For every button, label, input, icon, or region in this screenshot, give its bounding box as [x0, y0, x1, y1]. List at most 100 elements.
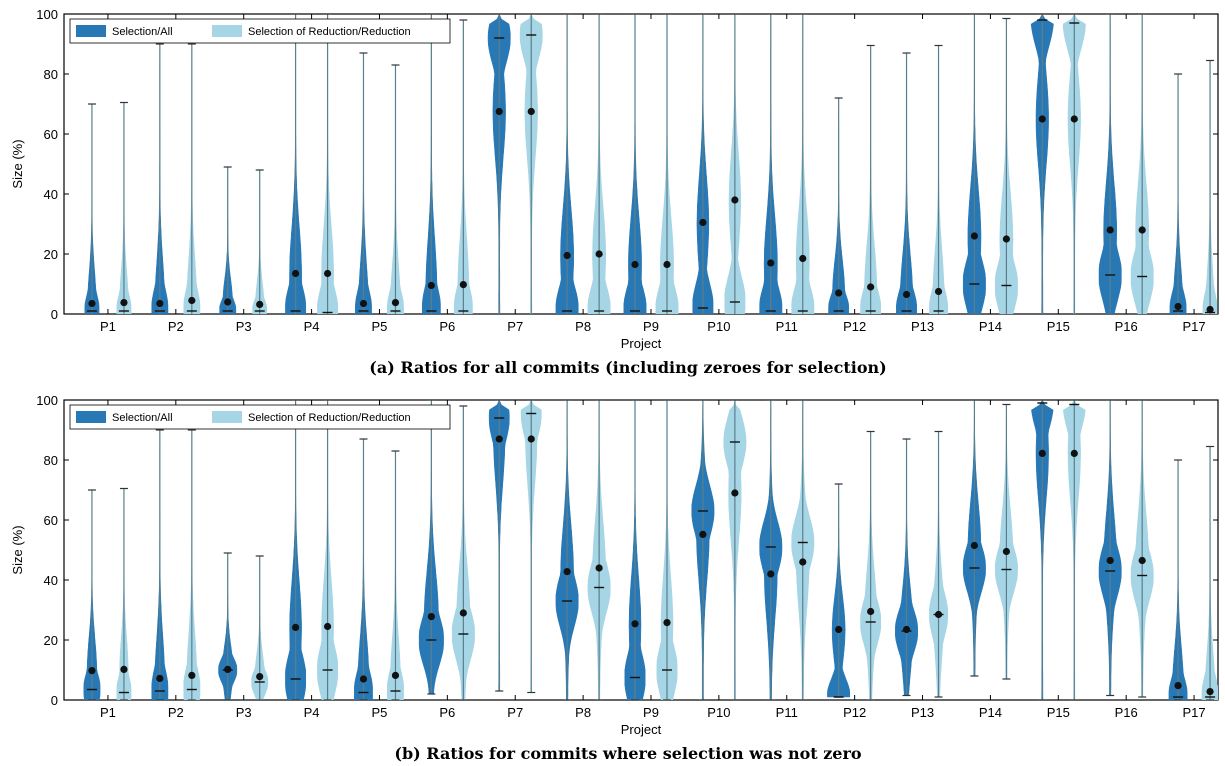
violin-mean-dot [156, 674, 164, 683]
violin-mean-dot [595, 250, 603, 258]
y-tick-label: 80 [44, 67, 58, 82]
x-tick-label: P2 [168, 705, 184, 720]
x-tick-label: P10 [707, 705, 730, 720]
x-tick-label: P1 [100, 705, 116, 720]
violin-mean-dot [459, 609, 467, 617]
violin-mean-dot [595, 564, 603, 572]
x-tick-label: P1 [100, 319, 116, 334]
violin-mean-dot [291, 623, 300, 632]
legend-label-reduction: Selection of Reduction/Reduction [248, 412, 411, 424]
violin-mean-dot [1038, 449, 1046, 457]
violin-mean-dot [391, 299, 400, 307]
violin-mean-dot [631, 260, 639, 269]
violin-mean-dot [767, 259, 775, 267]
violin-mean-dot [902, 290, 911, 299]
violin-mean-dot [427, 613, 435, 621]
violin-mean-dot [663, 619, 671, 627]
y-tick-label: 80 [44, 453, 58, 468]
x-tick-label: P16 [1115, 319, 1138, 334]
violin-mean-dot [731, 489, 739, 497]
y-tick-label: 60 [44, 127, 58, 142]
violin-mean-dot [256, 300, 264, 308]
violin-mean-dot [359, 675, 368, 683]
legend-swatch-reduction [212, 411, 242, 423]
x-tick-label: P3 [236, 319, 252, 334]
violin-mean-dot [1002, 547, 1011, 556]
x-tick-label: P10 [707, 319, 730, 334]
violin-mean-dot [663, 260, 671, 269]
violin-mean-dot [1206, 688, 1214, 696]
y-tick-label: 40 [44, 573, 58, 588]
x-tick-label: P14 [979, 319, 1002, 334]
violin-mean-dot [1174, 682, 1182, 690]
violin-mean-dot [1070, 449, 1078, 457]
violin-mean-dot [88, 667, 96, 675]
violin-mean-dot [699, 530, 707, 539]
violin-mean-dot [1038, 115, 1046, 123]
legend-box [69, 404, 451, 430]
y-axis-label: Size (%) [10, 139, 25, 188]
y-tick-label: 0 [51, 693, 58, 708]
x-tick-label: P17 [1182, 319, 1205, 334]
violin-mean-dot [1206, 305, 1214, 314]
y-tick-label: 20 [44, 633, 58, 648]
x-tick-label: P12 [843, 705, 866, 720]
violins [84, 14, 1218, 314]
violin-mean-dot [1138, 226, 1146, 234]
legend-swatch-reduction [212, 25, 242, 37]
violin-mean-dot [934, 610, 943, 619]
violin-mean-dot [699, 218, 707, 227]
violin-mean-dot [291, 269, 300, 278]
violin-mean-dot [527, 435, 535, 443]
legend-swatch-selection [76, 25, 106, 37]
violin-mean-dot [902, 625, 911, 634]
panel-caption: (b) Ratios for commits where selection w… [394, 744, 862, 763]
violin-mean-dot [1070, 115, 1078, 123]
y-tick-label: 0 [51, 307, 58, 322]
violin-mean-dot [527, 107, 535, 116]
violin-mean-dot [88, 299, 96, 308]
violin-mean-dot [427, 281, 435, 290]
legend-label-selection: Selection/All [112, 26, 173, 38]
violin-mean-dot [1002, 235, 1011, 243]
violin-mean-dot [767, 570, 775, 578]
x-tick-label: P2 [168, 319, 184, 334]
violin-mean-dot [970, 232, 979, 240]
panel-b: 0 20 40 60 80 100 Size (%) P1 P2 P3 P4 P5 P6 P7 P8 P9 P1… [10, 393, 1219, 763]
x-tick-label: P5 [372, 319, 388, 334]
x-tick-label: P9 [643, 319, 659, 334]
y-tick-label: 20 [44, 247, 58, 262]
legend-swatch-selection [76, 411, 106, 423]
violin-mean-dot [799, 558, 807, 566]
x-tick-label: P6 [439, 319, 455, 334]
violin-mean-dot [1106, 226, 1114, 234]
violin-mean-dot [323, 622, 332, 631]
violin-mean-dot [631, 620, 639, 628]
violin-mean-dot [934, 287, 943, 296]
violin-mean-dot [359, 299, 368, 308]
violin-mean-dot [799, 254, 807, 263]
violin-mean-dot [495, 107, 503, 116]
violin-mean-dot [391, 671, 400, 680]
violin-mean-dot [120, 299, 128, 307]
violin-mean-dot [323, 269, 332, 278]
panel-a: 0 20 40 60 80 100 Size (%) P1 P2 P3 P4 P5 P6 P7 P8 P9 P1… [10, 7, 1219, 377]
x-tick-label: P11 [776, 705, 798, 720]
violin-mean-dot [1138, 556, 1146, 565]
x-tick-label: P11 [776, 319, 798, 334]
x-tick-label: P7 [507, 319, 523, 334]
x-axis-label: Project [621, 336, 662, 351]
violin-mean-dot [224, 665, 232, 674]
legend: Selection/All Selection of Reduction/Redu… [69, 18, 451, 44]
violins [83, 400, 1218, 700]
x-tick-label: P4 [304, 705, 320, 720]
x-tick-label: P8 [575, 705, 591, 720]
x-tick-label: P8 [575, 319, 591, 334]
violin-mean-dot [224, 298, 232, 306]
violin-mean-dot [835, 625, 843, 634]
violin-mean-dot [731, 196, 739, 204]
x-tick-label: P15 [1047, 319, 1070, 334]
violin-mean-dot [563, 251, 571, 260]
y-axis-label: Size (%) [10, 525, 25, 574]
